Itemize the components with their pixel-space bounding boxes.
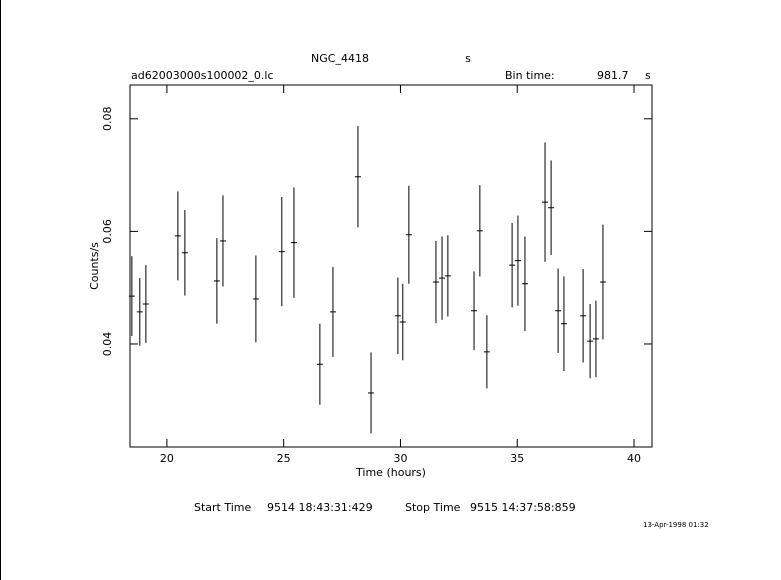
start-time: 9514 18:43:31:429 [267,501,373,514]
file-name: ad62003000s100002_0.lc [131,69,274,82]
timestamp: 13-Apr-1998 01:32 [643,521,709,529]
bin-time: 981.7 [597,69,629,82]
stop-time: 9515 14:37:58:859 [470,501,576,514]
bin-time-label: Bin time: [505,69,555,82]
plot-frame [129,84,653,448]
chart-title: NGC_4418 [311,52,369,65]
x-tick-label: 40 [627,452,641,465]
y-axis-label: Counts/s [88,242,101,290]
x-tick-label: 25 [277,452,291,465]
y-tick-label: 0.08 [101,107,114,132]
start-time-label: Start Time [194,501,252,514]
x-tick-label: 20 [160,452,174,465]
x-tick-label: 35 [510,452,524,465]
y-tick-label: 0.06 [101,219,114,244]
stop-time-label: Stop Time [405,501,461,514]
title-unit: s [465,52,471,65]
x-axis-label: Time (hours) [355,466,426,479]
x-tick-label: 30 [393,452,407,465]
y-tick-label: 0.04 [101,332,114,357]
bin-time-unit: s [645,69,651,82]
